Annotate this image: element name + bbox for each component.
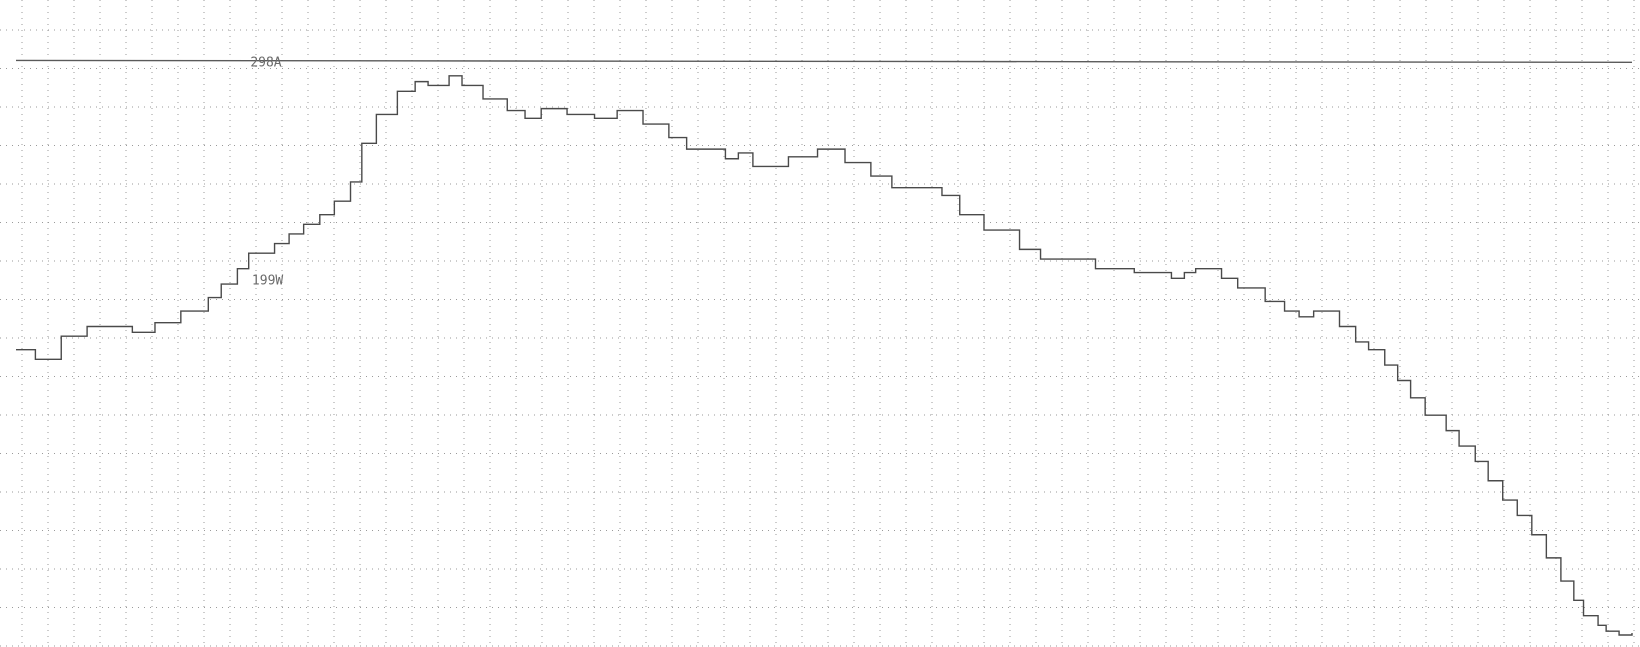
series-layer [15,59,1633,636]
annotation-layer: 298A 199W [250,55,283,288]
reference-series [15,59,1633,64]
annotation-label: 199W [252,273,283,288]
annotation-label: 298A [250,55,281,70]
power-step-series [16,75,1633,636]
